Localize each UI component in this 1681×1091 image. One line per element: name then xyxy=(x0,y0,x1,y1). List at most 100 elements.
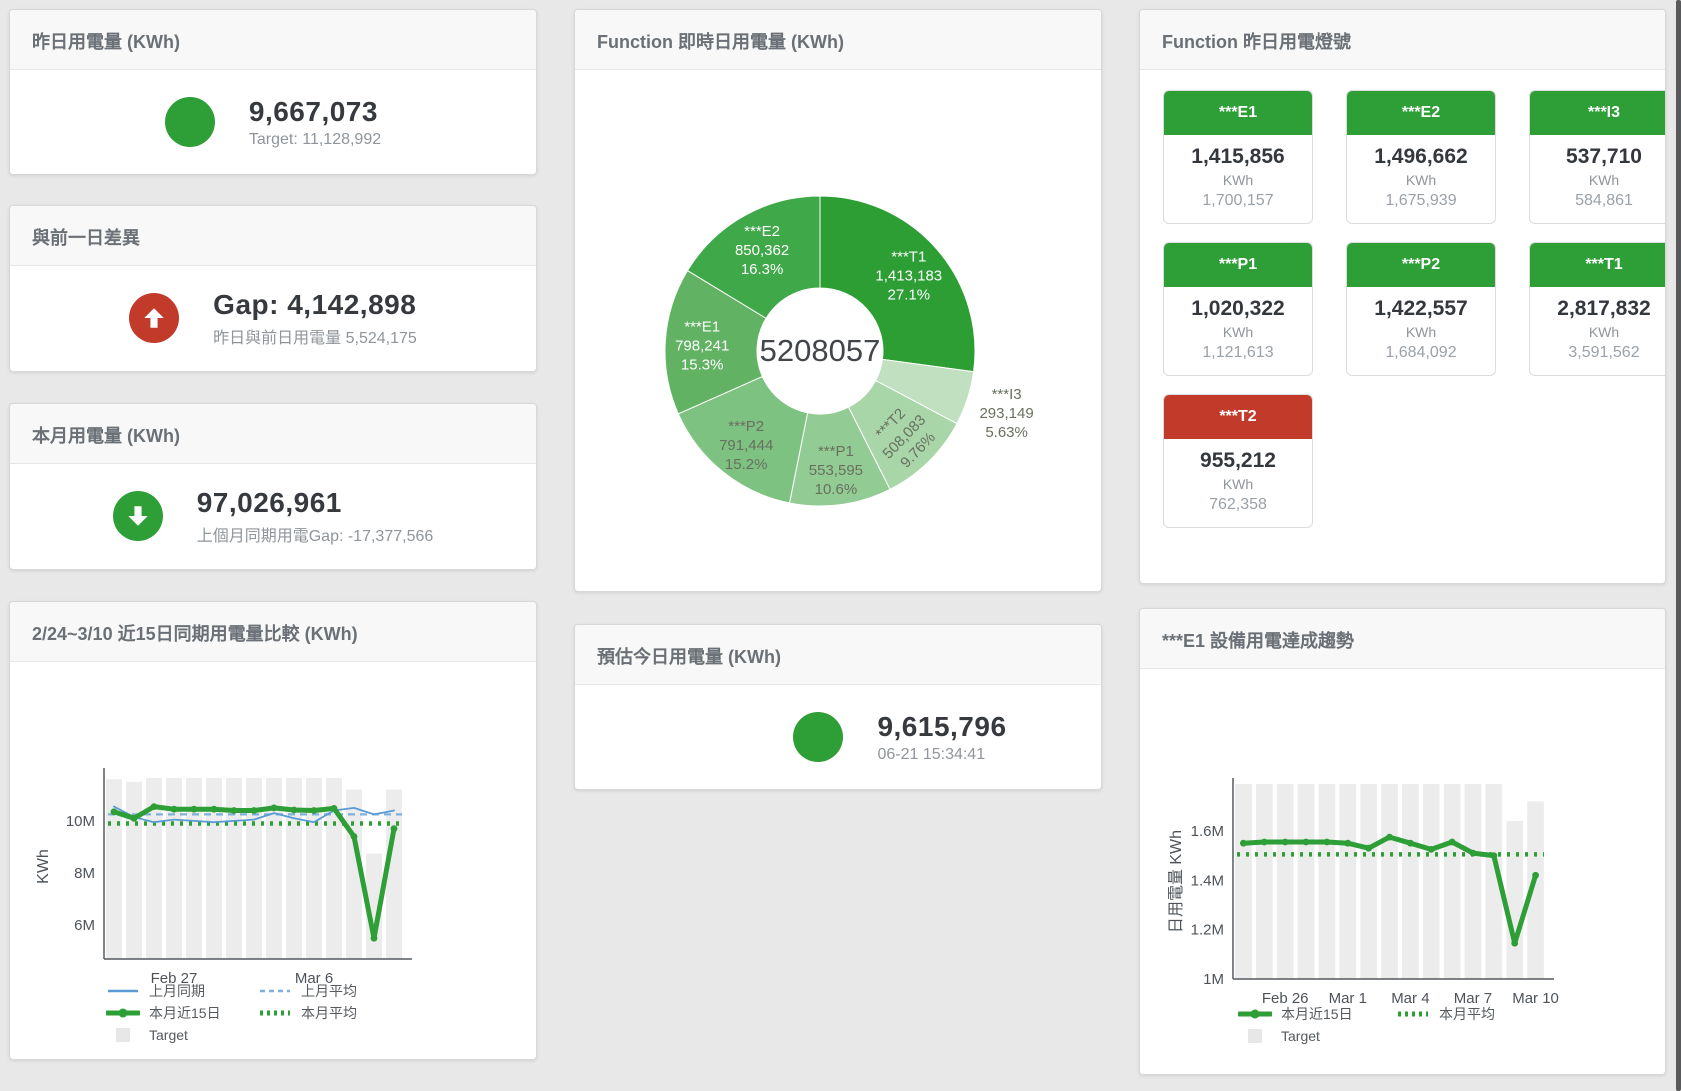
tile-value: 1,496,662 xyxy=(1374,145,1468,168)
card-title-text: 2/24~3/10 近15日同期用電量比較 (KWh) xyxy=(32,624,358,644)
legend-item[interactable]: Target xyxy=(1238,1028,1396,1044)
status-tile: ***E2 1,496,662 KWh 1,675,939 xyxy=(1346,90,1496,224)
tile-unit: KWh xyxy=(1405,172,1437,188)
svg-text:Mar 7: Mar 7 xyxy=(1454,990,1492,1005)
legend-label: Target xyxy=(1281,1028,1320,1044)
tile-target: 584,861 xyxy=(1575,192,1633,209)
dotted-swatch-icon xyxy=(260,1010,290,1016)
status-tile: ***I3 537,710 KWh 584,861 xyxy=(1529,90,1665,224)
tile-unit: KWh xyxy=(1588,324,1620,340)
svg-text:Feb 26: Feb 26 xyxy=(1262,990,1309,1005)
svg-text:1.6M: 1.6M xyxy=(1191,823,1224,840)
legend-label: 本月平均 xyxy=(301,1005,357,1021)
status-dot-icon xyxy=(164,97,215,147)
card-month-title: 本月用電量 (KWh) xyxy=(10,404,536,464)
dashed-swatch-icon xyxy=(260,989,290,993)
square-swatch-icon xyxy=(1248,1029,1262,1043)
tile-value: 1,020,322 xyxy=(1191,297,1285,320)
svg-text:Mar 4: Mar 4 xyxy=(1391,990,1429,1005)
svg-text:1M: 1M xyxy=(1203,971,1224,988)
down-arrow-icon xyxy=(112,491,163,541)
legend-item[interactable]: 上月平均 xyxy=(258,981,357,1001)
tile-body: 1,020,322 KWh 1,121,613 xyxy=(1164,287,1312,375)
svg-text:6M: 6M xyxy=(74,917,95,934)
card-title-text: 與前一日差異 xyxy=(32,228,140,248)
legend-label: 本月近15日 xyxy=(149,1005,221,1021)
tile-body: 955,212 KWh 762,358 xyxy=(1164,439,1312,527)
tile-unit: KWh xyxy=(1222,324,1254,340)
svg-text:Mar 10: Mar 10 xyxy=(1512,990,1559,1005)
card-title-text: ***E1 設備用電達成趨勢 xyxy=(1162,631,1355,651)
card-compare-title: 2/24~3/10 近15日同期用電量比較 (KWh) xyxy=(10,602,536,662)
tile-target: 1,700,157 xyxy=(1202,192,1274,209)
card-title-text: 昨日用電量 (KWh) xyxy=(32,32,180,52)
card-estimate-title: 預估今日用電量 (KWh) xyxy=(575,625,1101,685)
square-swatch-icon xyxy=(116,1028,130,1042)
tile-body: 1,496,662 KWh 1,675,939 xyxy=(1347,135,1495,223)
status-tile: ***P2 1,422,557 KWh 1,684,092 xyxy=(1346,242,1496,376)
card-day-gap: 與前一日差異 Gap: 4,142,898 昨日與前日用電量 5,524,175 xyxy=(9,205,537,372)
legend-label: 本月平均 xyxy=(1439,1006,1495,1022)
card-estimate-today: 預估今日用電量 (KWh) 9,615,796 06-21 15:34:41 xyxy=(574,624,1102,790)
kpi-value: 9,615,796 xyxy=(877,710,1007,742)
tile-value: 1,422,557 xyxy=(1374,297,1468,320)
donut-slice[interactable] xyxy=(677,375,809,504)
tile-unit: KWh xyxy=(1405,324,1437,340)
card-donut-title: Function 即時日用電量 (KWh) xyxy=(575,10,1101,70)
card-title-text: 本月用電量 (KWh) xyxy=(32,426,180,446)
target-bars xyxy=(1235,784,1544,979)
tile-body: 2,817,832 KWh 3,591,562 xyxy=(1530,287,1665,375)
status-dot-icon xyxy=(793,712,844,762)
legend-item[interactable]: 本月近15日 xyxy=(106,1003,258,1023)
card-function-lights: Function 昨日用電燈號 ***E1 1,415,856 KWh 1,700,1… xyxy=(1139,9,1666,584)
kpi-subtitle: 昨日與前日用電量 5,524,175 xyxy=(213,329,417,347)
kpi-target: Target: 11,128,992 xyxy=(248,130,382,148)
legend-item[interactable]: 上月同期 xyxy=(106,981,258,1001)
kpi-value: Gap: 4,142,898 xyxy=(213,288,417,320)
donut-slice-label: ***P2 791,444 15.2% xyxy=(719,418,773,473)
tile-target: 1,675,939 xyxy=(1385,192,1457,209)
tile-name: ***P1 xyxy=(1164,243,1312,287)
tile-value: 955,212 xyxy=(1200,449,1276,472)
scrollbar[interactable] xyxy=(1676,0,1681,1091)
tile-body: 1,422,557 KWh 1,684,092 xyxy=(1347,287,1495,375)
legend-item[interactable]: 本月平均 xyxy=(258,1003,357,1023)
donut-slice-label: ***P1 553,595 10.6% xyxy=(809,443,863,498)
status-tile: ***T1 2,817,832 KWh 3,591,562 xyxy=(1529,242,1665,376)
card-yesterday-usage: 昨日用電量 (KWh) 9,667,073 Target: 11,128,992 xyxy=(9,9,537,175)
card-trend-title: ***E1 設備用電達成趨勢 xyxy=(1140,609,1665,669)
svg-text:10M: 10M xyxy=(66,813,95,830)
svg-text:8M: 8M xyxy=(74,865,95,882)
legend-item[interactable]: Target xyxy=(106,1027,258,1043)
card-yesterday-title: 昨日用電量 (KWh) xyxy=(10,10,536,70)
thick-swatch-icon xyxy=(1238,1009,1272,1019)
tile-name: ***T1 xyxy=(1530,243,1665,287)
series-line xyxy=(113,805,395,824)
donut-slice[interactable] xyxy=(686,195,821,319)
donut-slice-label: ***E2 850,362 16.3% xyxy=(735,223,789,278)
tile-name: ***E2 xyxy=(1347,91,1495,135)
svg-text:Feb 27: Feb 27 xyxy=(151,970,198,984)
tile-unit: KWh xyxy=(1588,172,1620,188)
tile-target: 762,358 xyxy=(1209,496,1267,513)
legend-item[interactable]: 本月近15日 xyxy=(1238,1004,1396,1024)
target-bars xyxy=(106,777,402,959)
svg-text:KWh: KWh xyxy=(35,849,52,884)
tile-unit: KWh xyxy=(1222,476,1254,492)
tile-unit: KWh xyxy=(1222,172,1254,188)
kpi-timestamp: 06-21 15:34:41 xyxy=(877,745,986,763)
tile-body: 1,415,856 KWh 1,700,157 xyxy=(1164,135,1312,223)
compare-line-chart[interactable]: 6M 8M 10M KWh Feb 27 Mar 6 xyxy=(10,662,536,987)
tile-target: 1,684,092 xyxy=(1385,344,1457,361)
donut-slice[interactable] xyxy=(819,195,976,373)
legend-item[interactable]: 本月平均 xyxy=(1396,1004,1495,1024)
donut-slice[interactable] xyxy=(664,269,767,415)
trend-line-chart[interactable]: 1M 1.2M 1.4M 1.6M 日用電量 KWh Feb 26 Mar 1 Mar 4 Ma… xyxy=(1140,669,1665,1007)
legend-label: Target xyxy=(149,1027,188,1043)
donut-chart[interactable]: ***T1 1,413,183 27.1%***I3 293,149 5.63%***T… xyxy=(575,70,1101,590)
tile-target: 3,591,562 xyxy=(1568,344,1640,361)
svg-text:1.2M: 1.2M xyxy=(1191,922,1224,939)
card-lights-title: Function 昨日用電燈號 xyxy=(1140,10,1665,70)
legend-label: 上月同期 xyxy=(149,983,205,999)
tile-name: ***I3 xyxy=(1530,91,1665,135)
